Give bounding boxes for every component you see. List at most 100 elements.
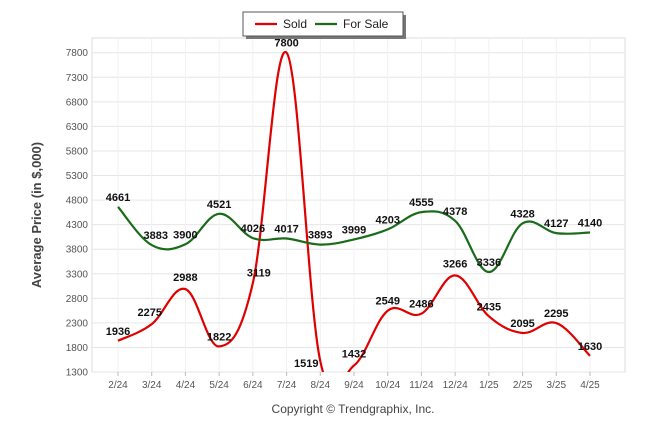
point-for-sale [487, 270, 490, 273]
x-tick-label: 4/24 [176, 380, 196, 391]
point-for-sale [386, 228, 389, 231]
data-label-sold: 1936 [106, 326, 130, 338]
data-label-for-sale: 3893 [308, 230, 332, 242]
y-axis-label: Average Price (in $,000) [29, 142, 44, 288]
data-label-for-sale: 4127 [544, 218, 568, 230]
data-label-for-sale: 4328 [510, 208, 534, 220]
y-tick-label: 6800 [66, 97, 89, 108]
series [117, 51, 592, 372]
data-label-sold: 2549 [375, 296, 399, 308]
point-sold [555, 322, 558, 325]
point-sold [454, 274, 457, 277]
x-tick-label: 7/24 [277, 380, 297, 391]
point-for-sale [319, 243, 322, 246]
x-tick-label: 2/25 [513, 380, 533, 391]
point-for-sale [454, 219, 457, 222]
point-sold [218, 345, 221, 348]
series-line-sold [117, 51, 591, 372]
data-label-for-sale: 4026 [241, 223, 265, 235]
x-tick-label: 9/24 [344, 380, 364, 391]
y-tick-label: 1800 [66, 343, 89, 354]
series-line-for-sale [117, 206, 591, 274]
point-for-sale [150, 244, 153, 247]
point-sold [150, 323, 153, 326]
point-sold [420, 312, 423, 315]
y-tick-label: 7800 [66, 48, 89, 59]
point-sold [285, 51, 288, 54]
point-sold [251, 281, 254, 284]
point-for-sale [420, 211, 423, 214]
data-label-sold: 3119 [247, 268, 271, 280]
x-tick-label: 11/24 [409, 380, 434, 391]
x-tick-label: 1/25 [479, 380, 499, 391]
legend: Sold For Sale [242, 11, 406, 39]
data-label-sold: 2486 [409, 299, 433, 311]
point-for-sale [285, 237, 288, 240]
point-sold [353, 364, 356, 367]
point-for-sale [521, 222, 524, 225]
y-tick-label: 7300 [66, 73, 89, 84]
x-tick-label: 3/25 [547, 380, 567, 391]
data-label-for-sale: 4378 [443, 206, 467, 218]
data-label-for-sale: 4017 [274, 224, 298, 236]
point-for-sale [555, 232, 558, 235]
y-tick-label: 4300 [66, 220, 89, 231]
y-tick-label: 3300 [66, 269, 89, 280]
x-tick-label: 5/24 [209, 380, 229, 391]
data-label-for-sale: 4203 [375, 214, 399, 226]
data-label-for-sale: 3336 [477, 257, 501, 269]
data-label-sold: 2295 [544, 308, 568, 320]
data-label-for-sale: 3900 [173, 229, 197, 241]
legend-label-sold: Sold [283, 17, 307, 31]
data-label-for-sale: 4661 [106, 192, 130, 204]
data-labels: 1936 2275 2988 1822 3119 7800 1519 1432 2549 2486… [106, 38, 602, 371]
data-label-for-sale: 4521 [207, 199, 231, 211]
point-for-sale [251, 237, 254, 240]
data-label-for-sale: 4555 [409, 197, 433, 209]
data-label-sold: 2095 [510, 318, 534, 330]
data-label-sold: 2275 [137, 307, 161, 319]
y-tick-label: 5300 [66, 171, 89, 182]
x-tick-label: 2/24 [108, 380, 128, 391]
x-tick-label: 10/24 [375, 380, 400, 391]
y-tick-label: 6300 [66, 122, 89, 133]
data-label-sold: 1432 [342, 349, 366, 361]
legend-label-for-sale: For Sale [343, 17, 389, 31]
data-label-sold: 7800 [274, 38, 298, 50]
point-for-sale [353, 238, 356, 241]
x-tick-label: 6/24 [243, 380, 263, 391]
plot-area [91, 37, 626, 373]
point-sold [117, 339, 120, 342]
copyright-footer: Copyright © Trendgraphix, Inc. [272, 402, 435, 416]
x-tick-label: 8/24 [311, 380, 331, 391]
x-tick-label: 12/24 [443, 380, 468, 391]
data-label-sold: 2435 [477, 301, 501, 313]
x-tick-label: 3/24 [142, 380, 162, 391]
point-for-sale [117, 205, 120, 208]
point-sold [319, 360, 322, 363]
data-label-sold: 1630 [578, 341, 602, 353]
axes: 1300 1800 2300 2800 3300 3800 4300 4800 5300 5800… [66, 48, 600, 391]
y-tick-label: 3800 [66, 245, 89, 256]
data-label-for-sale: 3999 [342, 224, 366, 236]
y-tick-label: 5800 [66, 146, 89, 157]
grid [91, 37, 626, 373]
y-tick-label: 2800 [66, 294, 89, 305]
point-sold [184, 288, 187, 291]
y-tick-label: 2300 [66, 318, 89, 329]
point-sold [487, 315, 490, 318]
point-sold [589, 354, 592, 357]
data-label-sold: 1519 [294, 358, 318, 370]
point-for-sale [218, 212, 221, 215]
point-for-sale [589, 231, 592, 234]
data-label-for-sale: 4140 [578, 218, 602, 230]
data-label-sold: 2988 [173, 272, 197, 284]
x-tick-label: 4/25 [580, 380, 600, 391]
point-sold [521, 331, 524, 334]
data-label-sold: 3266 [443, 258, 467, 270]
point-for-sale [184, 243, 187, 246]
y-tick-label: 4800 [66, 196, 89, 207]
point-sold [386, 309, 389, 312]
